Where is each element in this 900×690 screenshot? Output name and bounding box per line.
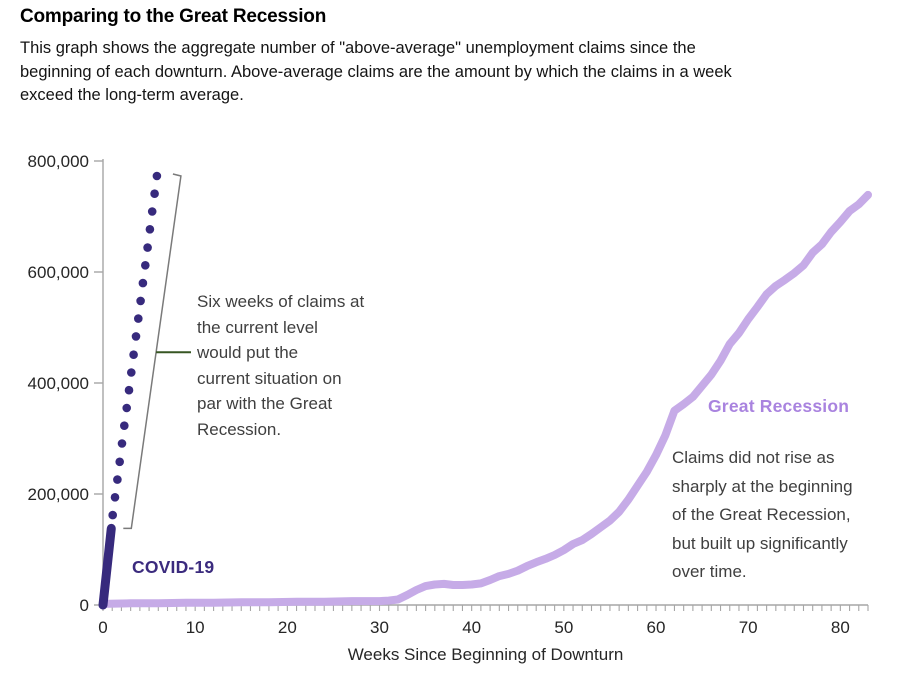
svg-text:50: 50 — [554, 618, 573, 637]
svg-text:80: 80 — [831, 618, 850, 637]
annotation-line: the current level — [197, 317, 318, 337]
annotation-gradual-buildup: Claims did not rise as sharply at the be… — [672, 444, 853, 587]
annotation-line: current situation on — [197, 368, 342, 388]
x-axis-title: Weeks Since Beginning of Downturn — [347, 645, 624, 664]
covid-series-label: COVID-19 — [132, 557, 215, 577]
svg-text:600,000: 600,000 — [28, 263, 89, 282]
annotation-line: par with the Great — [197, 394, 333, 413]
svg-text:800,000: 800,000 — [28, 152, 89, 171]
svg-text:30: 30 — [370, 618, 389, 637]
svg-text:0: 0 — [80, 596, 89, 615]
chart-title: Comparing to the Great Recession — [20, 6, 327, 27]
chart-subtitle: This graph shows the aggregate number of… — [20, 37, 732, 108]
subtitle-line: beginning of each downturn. Above-averag… — [20, 62, 732, 81]
subtitle-line: This graph shows the aggregate number of… — [20, 39, 696, 57]
annotation-line: would put the — [197, 343, 299, 362]
svg-text:70: 70 — [739, 618, 758, 637]
series-covid-projection — [108, 171, 162, 520]
svg-text:60: 60 — [647, 618, 666, 637]
annotation-line: Recession. — [197, 419, 282, 439]
svg-text:0: 0 — [98, 618, 107, 637]
annotation-line: sharply at the beginning — [672, 476, 853, 496]
svg-text:40: 40 — [462, 618, 481, 637]
svg-text:200,000: 200,000 — [28, 485, 89, 504]
annotation-line: but built up significantly — [672, 533, 848, 553]
svg-text:20: 20 — [278, 618, 297, 637]
svg-text:10: 10 — [186, 618, 205, 637]
series-great-recession — [99, 190, 872, 608]
series-covid — [98, 523, 116, 610]
annotation-line: of the Great Recession, — [672, 505, 851, 524]
y-axis: 0 200,000 400,000 600,000 800,000 — [28, 152, 103, 615]
annotation-six-weeks: Six weeks of claims at the current level… — [197, 289, 364, 442]
bracket-callout — [123, 173, 191, 530]
annotation-line: Claims did not rise as — [672, 448, 835, 467]
annotation-line: over time. — [672, 562, 747, 581]
x-axis: 0 10 20 30 40 50 60 70 80 — [98, 605, 869, 637]
subtitle-line: exceed the long-term average. — [20, 86, 244, 104]
svg-text:400,000: 400,000 — [28, 374, 89, 393]
great-recession-series-label: Great Recession — [708, 396, 850, 416]
annotation-line: Six weeks of claims at — [197, 292, 365, 311]
